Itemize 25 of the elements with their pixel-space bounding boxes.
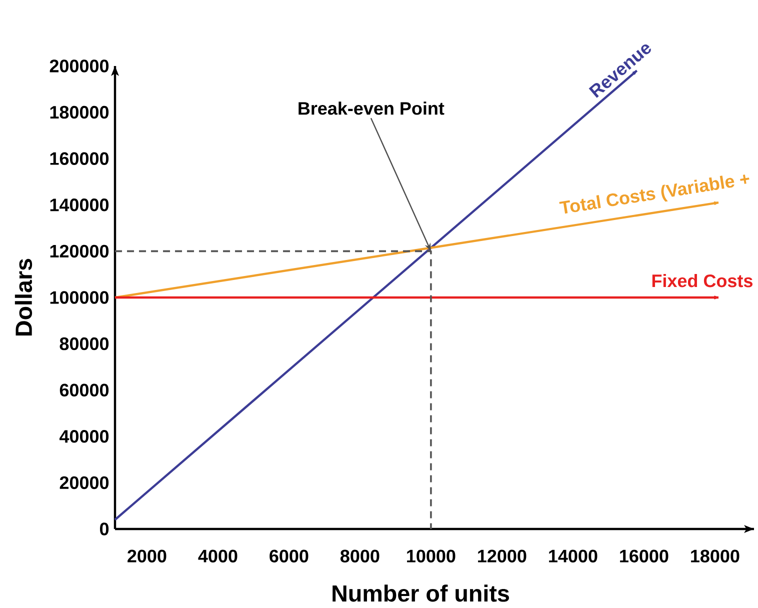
y-tick-label: 100000	[50, 291, 109, 304]
y-tick-label: 80000	[60, 337, 109, 350]
y-axis-title: Dollars	[14, 258, 32, 336]
x-axis-title: Number of units	[332, 584, 509, 602]
y-tick-label: 200000	[50, 60, 109, 72]
y-tick-label: 0	[100, 522, 109, 536]
x-tick-label: 6000	[270, 550, 308, 562]
y-tick-label: 40000	[60, 430, 109, 443]
y-tick-label: 140000	[50, 198, 109, 212]
x-tick-label: 10000	[407, 550, 456, 562]
y-tick-label: 20000	[60, 476, 109, 490]
y-tick-label: 120000	[50, 244, 109, 258]
x-tick-label: 8000	[340, 550, 380, 562]
x-tick-label: 14000	[549, 550, 598, 562]
x-tick-label: 16000	[620, 550, 668, 562]
series-label: Fixed Costs	[652, 274, 752, 288]
x-tick-label: 12000	[478, 550, 526, 562]
text: Total Costs (Variable +	[559, 174, 750, 214]
y-tick-label: 180000	[50, 106, 109, 119]
x-tick-label: 4000	[198, 550, 238, 562]
annotation: Break-even Point	[298, 102, 444, 115]
x-tick-label: 18000	[691, 550, 740, 562]
y-tick-label: 160000	[50, 152, 109, 165]
y-tick-label: 60000	[60, 384, 109, 396]
x-tick-label: 2000	[128, 550, 166, 562]
